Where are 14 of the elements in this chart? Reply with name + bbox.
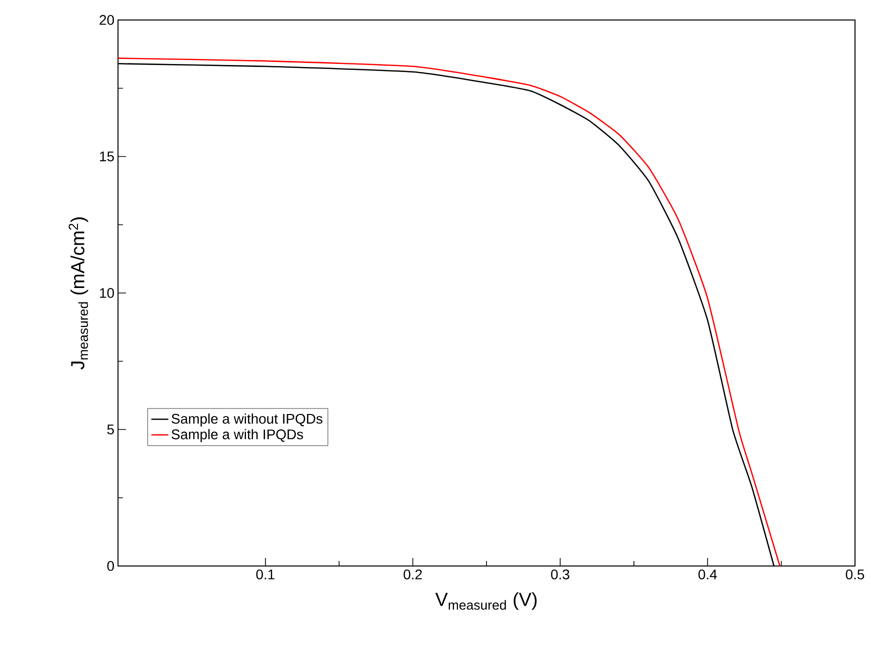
y-tick-label: 10 xyxy=(100,288,114,298)
y-tick-label: 0 xyxy=(107,561,114,571)
x-tick-label: 0.1 xyxy=(256,569,274,580)
y-axis-title: J$_{measured}$ (mA/cm$^{2}$) xyxy=(68,217,88,370)
y-tick-label: 5 xyxy=(107,424,114,434)
y-tick-label: 15 xyxy=(100,152,114,162)
x-tick-label: 0.4 xyxy=(698,569,717,580)
x-tick-label: 0.2 xyxy=(404,569,422,580)
y-tick-label: 20 xyxy=(100,15,114,25)
x-tick-label: 0.3 xyxy=(551,569,570,580)
x-tick-label: 0.5 xyxy=(846,569,864,580)
x-axis-title: V$_{measured}$ (V) xyxy=(435,592,537,610)
legend-label: Sample a with IPQDs xyxy=(172,429,304,442)
legend-label: Sample a without IPQDs xyxy=(172,413,322,426)
